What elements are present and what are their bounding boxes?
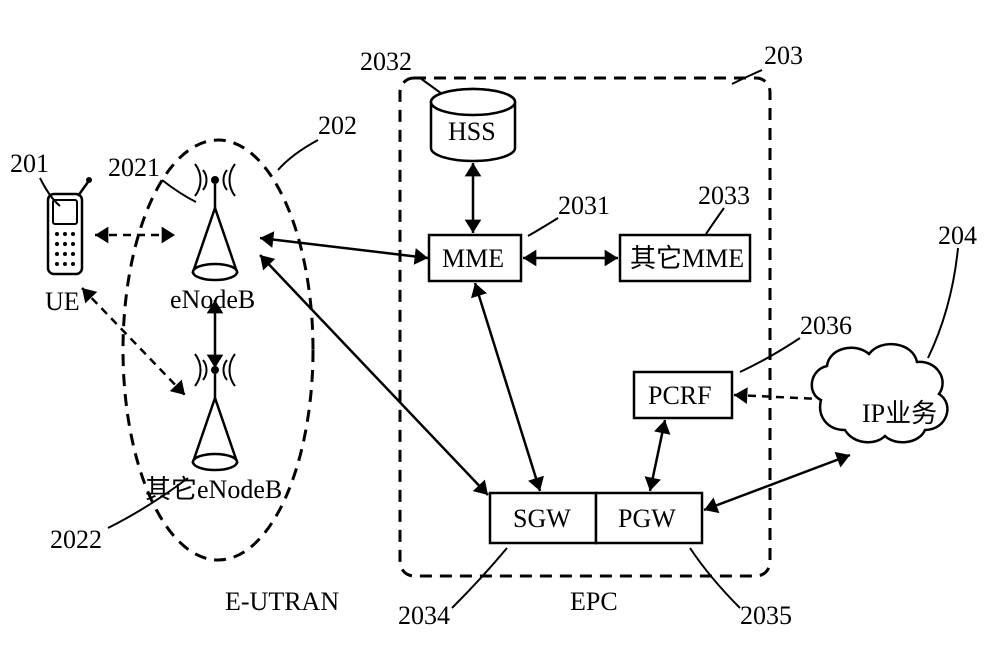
diagram-canvas: eNodeB (dashed) --> other eNodeB (dashed… bbox=[0, 0, 1000, 646]
sgw-label: SGW bbox=[513, 504, 571, 533]
other-enb-node bbox=[193, 354, 237, 470]
leader-2031 bbox=[528, 218, 558, 236]
edge-pcrf-pgw bbox=[650, 420, 665, 491]
ref-201: 201 bbox=[10, 149, 49, 178]
leader-204 bbox=[928, 248, 958, 358]
epc-label: EPC bbox=[570, 587, 618, 616]
leader-2034 bbox=[452, 548, 507, 608]
ref-2022: 2022 bbox=[50, 525, 102, 554]
ip-label: IP业务 bbox=[862, 399, 937, 428]
hss-label: HSS bbox=[448, 117, 496, 146]
mme-label: MME bbox=[442, 244, 504, 273]
ref-2036: 2036 bbox=[800, 311, 852, 340]
leader-2035 bbox=[690, 548, 740, 608]
enb-node bbox=[193, 164, 237, 280]
edge-enb-mme bbox=[260, 238, 428, 258]
edge-enb-sgw bbox=[260, 255, 488, 495]
ue-node bbox=[48, 177, 92, 274]
leader-2033 bbox=[706, 208, 724, 234]
leader-2032 bbox=[420, 78, 442, 94]
eutran-label: E-UTRAN bbox=[225, 587, 339, 616]
pcrf-label: PCRF bbox=[648, 381, 712, 410]
ref-2033: 2033 bbox=[698, 181, 750, 210]
edge-pgw-ip bbox=[704, 455, 850, 510]
enb-label: eNodeB bbox=[170, 285, 255, 314]
ref-202: 202 bbox=[318, 111, 357, 140]
ref-2035: 2035 bbox=[740, 601, 792, 630]
other-enb-label: 其它eNodeB bbox=[145, 475, 282, 504]
leader-2021 bbox=[162, 180, 196, 202]
pgw-label: PGW bbox=[618, 504, 676, 533]
ue-label: UE bbox=[45, 287, 80, 316]
ref-2032: 2032 bbox=[360, 47, 412, 76]
other-mme-label: 其它MME bbox=[630, 244, 744, 273]
ref-203: 203 bbox=[764, 41, 803, 70]
ref-2021: 2021 bbox=[108, 153, 160, 182]
leader-202 bbox=[278, 140, 318, 170]
ref-2031: 2031 bbox=[558, 191, 610, 220]
ref-204: 204 bbox=[938, 221, 977, 250]
edge-mme-sgw bbox=[475, 283, 540, 491]
ref-2034: 2034 bbox=[398, 601, 450, 630]
